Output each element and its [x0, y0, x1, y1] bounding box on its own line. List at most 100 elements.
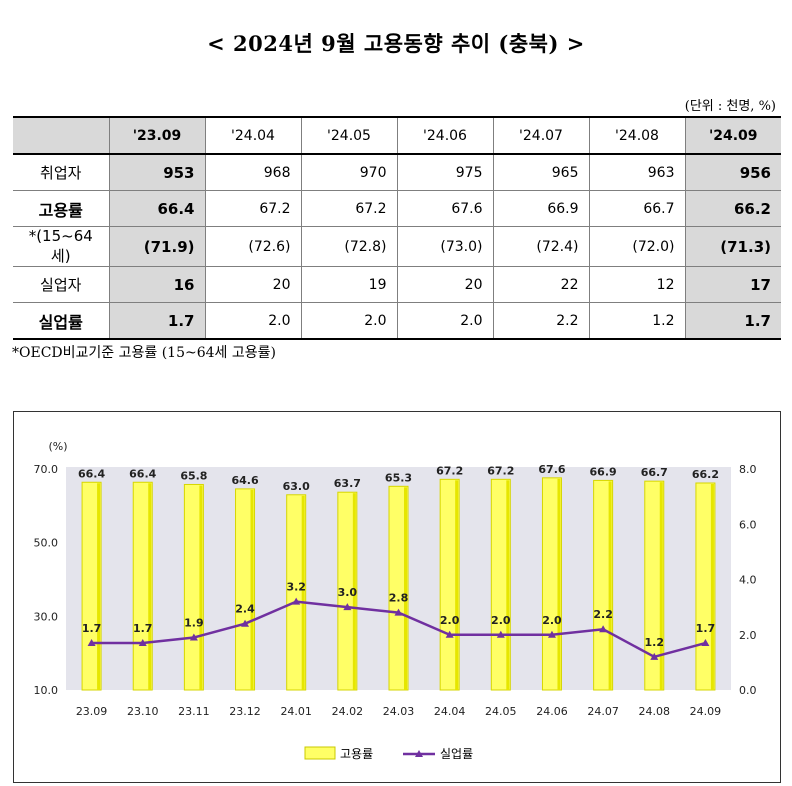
- table-cell: (73.0): [396, 226, 494, 267]
- bar-shade: [404, 487, 407, 690]
- bar-data-label: 64.6: [231, 474, 258, 487]
- combo-chart: 10.0 30.0 50.0 70.0 (%) 0.0 2.0 4.0 6.0 8.0 66.4 66…: [34, 440, 757, 761]
- table-cell: 956: [684, 153, 781, 191]
- line-data-label: 1.2: [645, 636, 665, 649]
- table-cell: 2.2: [492, 302, 590, 340]
- table-cell: 20: [396, 266, 494, 303]
- bar-data-label: 65.3: [385, 471, 412, 484]
- table-cell: 2.0: [396, 302, 494, 340]
- line-data-label: 3.0: [338, 586, 358, 599]
- table-cell: 2.0: [300, 302, 398, 340]
- row-label: *(15~64세): [13, 226, 110, 267]
- chart-panel: 10.0 30.0 50.0 70.0 (%) 0.0 2.0 4.0 6.0 8.0 66.4 66…: [13, 411, 781, 783]
- x-tick-label: 24.05: [485, 705, 517, 718]
- line-data-label: 2.0: [491, 614, 511, 627]
- bar-data-label: 63.7: [334, 477, 361, 490]
- col-header: '24.04: [204, 116, 302, 155]
- col-header: '24.05: [300, 116, 398, 155]
- line-data-label: 1.9: [184, 617, 204, 630]
- x-tick-label: 24.09: [690, 705, 722, 718]
- table-row: 실업률 1.7 2.0 2.0 2.0 2.2 1.2 1.7: [13, 302, 781, 340]
- x-tick-label: 23.09: [76, 705, 108, 718]
- table-cell: (71.9): [108, 226, 206, 267]
- x-tick-label: 24.08: [639, 705, 671, 718]
- bar-data-label: 66.4: [129, 467, 156, 480]
- bar: [644, 480, 665, 691]
- y-axis-label: (%): [48, 440, 67, 453]
- bar-data-label: 67.2: [436, 464, 463, 477]
- y-tick-label: 70.0: [34, 463, 59, 476]
- bar-shade: [97, 483, 101, 690]
- legend-marker: [415, 750, 423, 757]
- table-cell: (72.0): [588, 226, 686, 267]
- col-header: '24.08: [588, 116, 686, 155]
- y2-tick-label: 0.0: [739, 684, 757, 697]
- x-tick-label: 23.10: [127, 705, 159, 718]
- line-marker: [292, 597, 301, 605]
- bar-data-label: 66.2: [692, 468, 719, 481]
- table-cell: 963: [588, 153, 686, 191]
- bar-shade: [148, 483, 152, 690]
- bar-shade: [608, 481, 612, 690]
- x-tick-label: 23.11: [178, 705, 210, 718]
- row-label: 취업자: [13, 153, 110, 191]
- table-cell: 975: [396, 153, 494, 191]
- line-marker: [650, 652, 659, 660]
- bar-data-label: 65.8: [180, 469, 207, 482]
- x-tick-label: 24.02: [332, 705, 364, 718]
- line-data-label: 1.7: [133, 622, 153, 635]
- row-label: 고용률: [13, 190, 110, 227]
- legend-label: 실업률: [440, 747, 473, 761]
- bar-data-label: 67.6: [538, 463, 565, 476]
- table-row: 실업자 16 20 19 20 22 12 17: [13, 266, 781, 303]
- x-tick-label: 24.04: [434, 705, 466, 718]
- bar-shade: [557, 478, 561, 690]
- bar-data-label: 66.7: [641, 466, 668, 479]
- x-tick-label: 23.12: [229, 705, 261, 718]
- table-cell: 12: [588, 266, 686, 303]
- table-corner-cell: [13, 116, 110, 155]
- table-cell: 22: [492, 266, 590, 303]
- line-marker: [701, 639, 710, 647]
- bar: [695, 482, 716, 691]
- table-cell: 16: [108, 266, 206, 303]
- line-data-label: 2.0: [440, 614, 460, 627]
- table-cell: 66.4: [108, 190, 206, 227]
- table-cell: (72.8): [300, 226, 398, 267]
- bar: [541, 477, 562, 691]
- col-header: '24.07: [492, 116, 590, 155]
- line-data-label: 2.2: [593, 608, 613, 621]
- legend-label: 고용률: [340, 747, 373, 761]
- bar-shade: [659, 482, 663, 690]
- bar-shade: [352, 493, 356, 690]
- bar: [235, 488, 256, 691]
- bar-data-label: 63.0: [283, 480, 310, 493]
- x-tick-label: 24.07: [587, 705, 619, 718]
- table-cell: 17: [684, 266, 781, 303]
- col-header: '24.06: [396, 116, 494, 155]
- table-cell: 965: [492, 153, 590, 191]
- line-data-label: 2.8: [389, 592, 409, 605]
- table-cell: 20: [204, 266, 302, 303]
- table-row: 고용률 66.4 67.2 67.2 67.6 66.9 66.7 66.2: [13, 190, 781, 227]
- table-cell: 970: [300, 153, 398, 191]
- y2-tick-label: 6.0: [739, 518, 757, 531]
- table-cell: 66.9: [492, 190, 590, 227]
- line-data-label: 2.4: [235, 603, 255, 616]
- line-data-label: 3.2: [286, 581, 306, 594]
- x-tick-label: 24.01: [280, 705, 312, 718]
- col-header: '24.09: [684, 116, 781, 155]
- bar: [81, 481, 102, 691]
- table-cell: (72.4): [492, 226, 590, 267]
- table-cell: 1.7: [684, 302, 781, 340]
- bar-shade: [199, 485, 203, 690]
- table-cell: 953: [108, 153, 206, 191]
- footnote: *OECD비교기준 고용률 (15~64세 고용률): [12, 345, 276, 361]
- y2-tick-label: 8.0: [739, 463, 757, 476]
- page-title: < 2024년 9월 고용동향 추이 (충북) >: [207, 31, 585, 56]
- y2-tick-label: 4.0: [739, 574, 757, 587]
- bar-shade: [250, 489, 254, 690]
- unit-note: (단위 : 천명, %): [684, 99, 776, 114]
- y2-tick-label: 2.0: [739, 629, 757, 642]
- employment-table: '23.09 '24.04 '24.05 '24.06 '24.07 '24.0…: [13, 116, 781, 340]
